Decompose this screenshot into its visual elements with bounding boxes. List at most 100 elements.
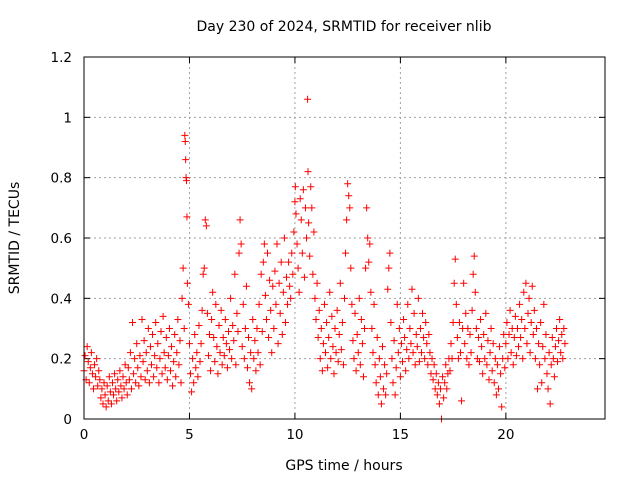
data-point [478,343,486,351]
data-point [254,349,262,357]
data-point [105,373,113,381]
data-point [551,343,559,351]
data-point [159,312,167,320]
data-point [202,222,210,230]
data-point [396,373,404,381]
data-point [102,403,110,411]
data-point [118,394,126,402]
data-point [239,300,247,308]
data-point [324,364,332,372]
data-point [303,234,311,242]
data-point [288,249,296,257]
data-point [188,388,196,396]
data-point [224,328,232,336]
data-point [206,331,214,339]
data-point [485,376,493,384]
data-point [183,279,191,287]
data-point [113,397,121,405]
data-point [306,252,314,260]
data-point [170,358,178,366]
data-point [347,264,355,272]
data-point [441,379,449,387]
data-point [336,279,344,287]
data-point [549,355,557,363]
data-point [106,388,114,396]
data-point [194,373,202,381]
data-point [346,204,354,212]
y-tick-label: 1.2 [51,50,72,66]
data-point [94,382,102,390]
data-point [204,352,212,360]
data-point [281,318,289,326]
data-point [384,285,392,293]
data-point [252,367,260,375]
data-point [429,376,437,384]
data-point [461,340,469,348]
data-point [372,379,380,387]
data-point [200,264,208,272]
data-point [477,315,485,323]
data-point [101,391,109,399]
data-point [193,349,201,357]
data-point [248,385,256,393]
data-point [470,252,478,260]
data-point [120,385,128,393]
data-point [446,367,454,375]
data-point [400,315,408,323]
data-point [201,216,209,224]
data-point [460,279,468,287]
data-point [519,355,527,363]
data-point [421,355,429,363]
data-point [474,334,482,342]
data-point [164,352,172,360]
data-point [554,358,562,366]
data-point [550,373,558,381]
data-point [183,213,191,221]
data-point [268,349,276,357]
data-point [342,249,350,257]
chart-title: Day 230 of 2024, SRMTID for receiver nli… [197,19,492,35]
data-point [493,361,501,369]
data-point [507,349,515,357]
data-point [212,300,220,308]
data-point [391,391,399,399]
data-point [545,349,553,357]
data-point [506,306,514,314]
data-point [352,367,360,375]
data-point [414,294,422,302]
data-point [378,343,386,351]
data-point [439,373,447,381]
data-point [435,400,443,408]
data-point [305,219,313,227]
data-point [542,331,550,339]
data-point [139,358,147,366]
data-point [322,349,330,357]
data-point [91,361,99,369]
data-point [540,300,548,308]
data-point [370,300,378,308]
y-tick-label: 0.6 [51,231,72,247]
data-point [176,337,184,345]
data-point [390,337,398,345]
data-point [410,309,418,317]
data-point [354,349,362,357]
data-point [191,331,199,339]
data-point [393,300,401,308]
data-point [387,318,395,326]
data-point [484,337,492,345]
data-point [215,321,223,329]
data-point [368,325,376,332]
data-point [513,325,521,332]
data-point [432,370,440,378]
data-point [136,352,144,360]
data-point [135,382,143,390]
data-point [99,400,107,408]
data-point [412,331,420,339]
data-point [375,355,383,363]
data-point [95,367,103,375]
data-point [328,312,336,320]
data-point [146,343,154,351]
data-point [450,279,458,287]
data-point [293,240,301,248]
data-point [210,334,218,342]
